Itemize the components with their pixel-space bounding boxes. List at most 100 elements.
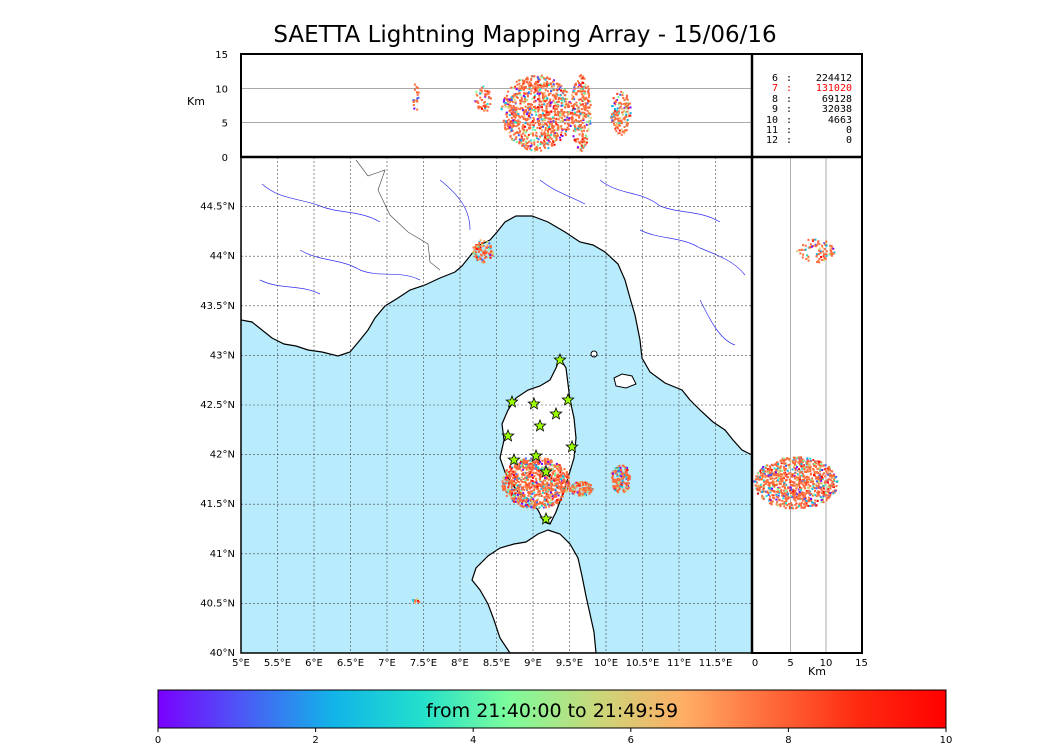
altitude-cluster-isolated <box>412 83 420 111</box>
source-count: 224412 <box>815 73 852 84</box>
lon-tick-label: 9.5°E <box>556 658 583 669</box>
map-panel <box>241 157 752 653</box>
stations-count-row: 6:224412 <box>760 73 852 84</box>
side-panel-xlabel: Km <box>808 665 826 678</box>
source-count: 0 <box>845 125 852 137</box>
source-count: 0 <box>845 135 852 147</box>
lat-tick-label: 42°N <box>210 450 235 461</box>
side-panel-frame <box>751 156 863 654</box>
source-count: 32038 <box>821 104 852 116</box>
side-xtick-label: 15 <box>855 658 868 669</box>
lon-tick-label: 10.5°E <box>626 658 660 669</box>
station-level: 10 <box>765 114 778 126</box>
station-star-icon <box>529 448 543 462</box>
colorbar-tick-label: 4 <box>470 735 476 746</box>
storm-cell-corsica <box>501 456 571 510</box>
chart-title: SAETTA Lightning Mapping Array - 15/06/1… <box>273 22 777 48</box>
source-count: 131020 <box>815 83 852 95</box>
station-star-icon <box>533 418 547 432</box>
lon-tick-label: 5.5°E <box>264 658 291 669</box>
altitude-cluster-far-east <box>610 90 632 136</box>
lon-tick-label: 5°E <box>232 658 250 669</box>
lat-tick-label: 43.5°N <box>200 301 235 312</box>
colorbar-tick-label: 10 <box>940 735 953 746</box>
top-ytick-label: 5 <box>222 119 228 130</box>
side-xtick-label: 0 <box>752 658 758 669</box>
mainland-coast <box>241 157 752 456</box>
lat-altitude-cluster-main <box>753 456 839 510</box>
lon-tick-label: 9°E <box>524 658 542 669</box>
sardinia-island <box>471 529 597 653</box>
altitude-cluster-main <box>500 74 574 152</box>
lightning-sources-lon-alt <box>412 74 632 152</box>
station-star-icon <box>549 406 563 420</box>
stations-count-row: 9:32038 <box>760 104 852 116</box>
country-borders <box>355 159 441 271</box>
top-ytick-label: 0 <box>222 153 228 164</box>
storm-cell-tyrrhenian <box>611 464 632 494</box>
stations-count-row: 8:69128 <box>760 93 852 105</box>
station-level: 11 <box>765 125 778 137</box>
stations-count-table: 6:224412 7:131020 8:69128 9:32038 10:4663 11:… <box>760 73 852 147</box>
lat-tick-label: 41°N <box>210 549 235 560</box>
altitude-cluster-west <box>474 85 492 112</box>
station-star-icon <box>539 464 553 478</box>
lat-tick-label: 42.5°N <box>200 400 235 411</box>
lon-tick-label: 8.5°E <box>483 658 510 669</box>
lma-stations <box>501 352 579 525</box>
side-panel-gridlines <box>790 157 827 653</box>
lat-tick-label: 44.5°N <box>200 202 235 213</box>
station-level: 9 <box>771 104 778 116</box>
station-star-icon <box>507 452 521 466</box>
lightning-sources-alt-lat <box>752 238 839 510</box>
side-xtick-label: 5 <box>787 658 793 669</box>
station-star-icon <box>553 352 567 366</box>
lon-tick-label: 10°E <box>594 658 618 669</box>
station-level: 7 <box>771 83 778 95</box>
lon-tick-label: 11.5°E <box>699 658 733 669</box>
lat-tick-label: 40°N <box>210 648 235 659</box>
latitude-axis: 40°N 40.5°N 41°N 41.5°N 42°N 42.5°N 43°N 43.5°N… <box>200 202 235 659</box>
time-colorbar <box>157 689 947 729</box>
station-star-icon <box>527 396 541 410</box>
side-panel-xaxis: 0 5 10 15 <box>752 658 868 669</box>
lat-tick-label: 41.5°N <box>200 499 235 510</box>
capraia-island <box>590 350 598 358</box>
station-star-icon <box>505 394 519 408</box>
station-star-icon <box>539 511 553 525</box>
stations-count-row: 10:4663 <box>760 114 852 126</box>
stations-count-row: 11:0 <box>760 125 852 137</box>
elba-island <box>613 373 637 389</box>
station-star-icon <box>501 428 515 442</box>
lat-tick-label: 44°N <box>210 251 235 262</box>
top-panel-ylabel: Km <box>187 95 205 108</box>
colorbar-tick-label: 2 <box>312 735 318 746</box>
altitude-cluster-east <box>570 74 592 152</box>
top-altitude-panel <box>241 74 752 152</box>
lon-tick-label: 6.5°E <box>337 658 364 669</box>
rivers <box>259 179 746 346</box>
lightning-sources-map <box>412 239 632 604</box>
top-panel-yaxis: 15 10 5 0 <box>215 50 228 164</box>
lon-tick-label: 6°E <box>305 658 323 669</box>
isolated-source <box>412 598 421 604</box>
stations-count-row: 7:131020 <box>760 83 852 95</box>
station-star-icon <box>565 439 579 453</box>
storm-cell-east-corsica <box>568 481 594 497</box>
colorbar-ticks: 0 2 4 6 8 10 <box>155 728 953 746</box>
station-star-icon <box>561 392 575 406</box>
station-level: 6 <box>771 73 778 84</box>
lat-tick-label: 43°N <box>210 350 235 361</box>
station-level: 12 <box>765 135 778 147</box>
colorbar-tick-label: 6 <box>628 735 634 746</box>
station-level: 8 <box>771 93 778 105</box>
colorbar-tick-label: 8 <box>785 735 791 746</box>
top-ytick-label: 10 <box>215 84 228 95</box>
top-panel-gridlines <box>241 88 752 123</box>
lon-tick-label: 8°E <box>451 658 469 669</box>
lat-tick-label: 40.5°N <box>200 598 235 609</box>
colorbar-tick-label: 0 <box>155 735 161 746</box>
side-xtick-label: 10 <box>820 658 833 669</box>
lon-tick-label: 11°E <box>667 658 691 669</box>
